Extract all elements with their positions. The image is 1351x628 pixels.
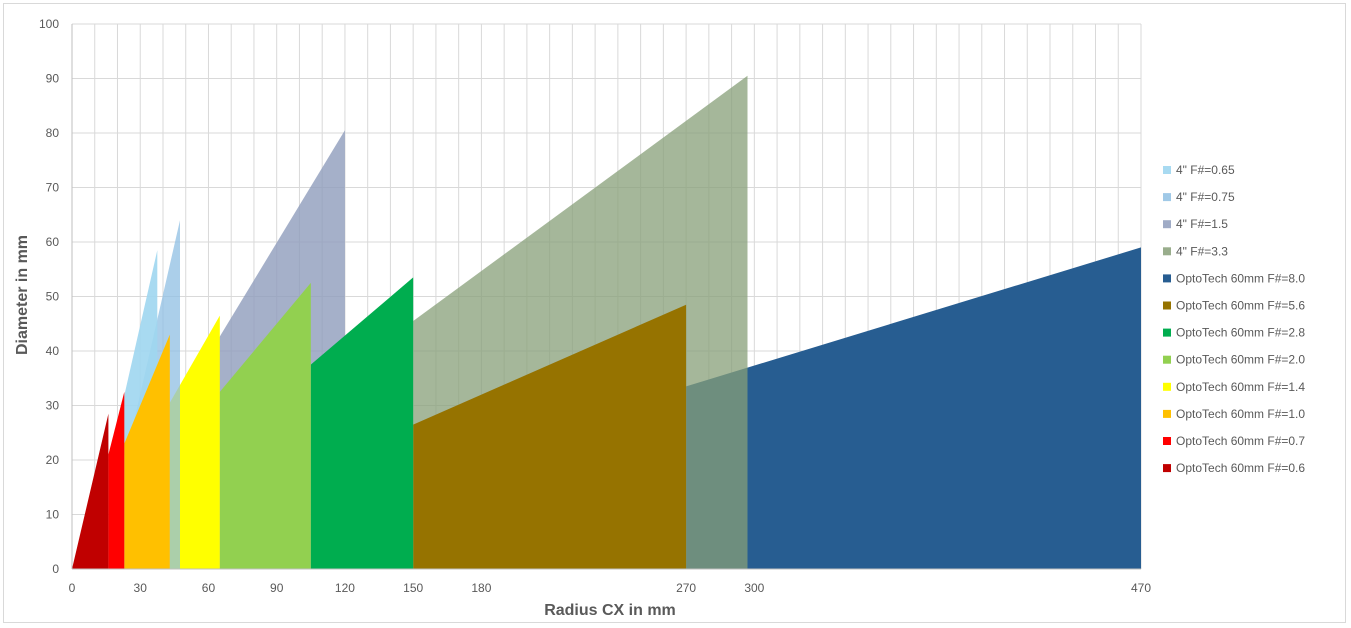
legend-label: OptoTech 60mm F#=0.6: [1176, 461, 1305, 475]
y-tick-label: 10: [46, 508, 60, 522]
legend-item: 4" F#=0.65: [1163, 163, 1235, 177]
x-tick-label: 60: [202, 581, 216, 595]
x-tick-label: 120: [335, 581, 355, 595]
x-axis-title: Radius CX in mm: [544, 602, 676, 619]
series-area: [686, 247, 1141, 569]
legend-item: OptoTech 60mm F#=2.8: [1163, 326, 1305, 340]
series-area: [310, 277, 414, 569]
legend-swatch: [1163, 166, 1171, 174]
legend-swatch: [1163, 193, 1171, 202]
axis-layer: [71, 24, 1141, 570]
y-axis-title: Diameter in mm: [14, 235, 31, 355]
legend-swatch: [1163, 328, 1171, 337]
legend-label: OptoTech 60mm F#=1.4: [1176, 380, 1305, 394]
legend-label: 4" F#=0.65: [1176, 163, 1235, 177]
legend-swatch: [1163, 409, 1171, 418]
x-tick-label: 470: [1131, 581, 1151, 595]
legend-swatch: [1163, 301, 1171, 310]
series-area: [124, 334, 170, 569]
series-area: [413, 304, 687, 569]
x-tick-label: 0: [69, 581, 76, 595]
y-tick-label: 90: [46, 72, 60, 86]
series-area: [169, 315, 220, 569]
legend-label: 4" F#=1.5: [1176, 217, 1228, 231]
x-tick-label: 270: [676, 581, 696, 595]
legend-label: OptoTech 60mm F#=2.8: [1176, 326, 1305, 340]
legend-swatch: [1163, 355, 1171, 364]
tick-layer: 0 10 20 30 40 50 60 70 80 90 100 0 30 60 90 120 150 180 27…: [39, 17, 1151, 595]
y-tick-label: 0: [52, 562, 59, 576]
y-tick-label: 100: [39, 17, 59, 31]
y-tick-label: 40: [46, 344, 60, 358]
legend-swatch: [1163, 464, 1171, 473]
legend-label: OptoTech 60mm F#=1.0: [1176, 407, 1305, 421]
legend-item: 4" F#=1.5: [1163, 217, 1228, 231]
series-area: [108, 391, 125, 569]
y-tick-label: 20: [46, 453, 60, 467]
y-tick-label: 70: [46, 181, 60, 195]
legend-item: OptoTech 60mm F#=2.0: [1163, 353, 1305, 367]
legend-item: OptoTech 60mm F#=0.7: [1163, 434, 1305, 448]
legend-swatch: [1163, 274, 1171, 283]
legend-item: 4" F#=0.75: [1163, 190, 1235, 204]
legend-item: OptoTech 60mm F#=5.6: [1163, 299, 1305, 313]
legend-label: OptoTech 60mm F#=2.0: [1176, 353, 1305, 367]
x-tick-label: 180: [471, 581, 491, 595]
legend-swatch: [1163, 220, 1171, 229]
legend-item: OptoTech 60mm F#=0.6: [1163, 461, 1305, 475]
x-tick-label: 150: [403, 581, 423, 595]
series-layer: [72, 75, 1141, 570]
series-area: [72, 413, 109, 569]
legend-swatch: [1163, 247, 1171, 256]
y-tick-label: 50: [46, 290, 60, 304]
legend-item: OptoTech 60mm F#=1.4: [1163, 380, 1305, 394]
legend-item: 4" F#=3.3: [1163, 244, 1228, 258]
x-tick-label: 90: [270, 581, 284, 595]
legend-item: OptoTech 60mm F#=8.0: [1163, 271, 1305, 285]
y-tick-label: 30: [46, 399, 60, 413]
y-tick-label: 80: [46, 126, 60, 140]
x-tick-label: 300: [744, 581, 764, 595]
legend: 4" F#=0.65 4" F#=0.75 4" F#=1.5 4" F#=3.3 Op…: [1163, 163, 1305, 475]
series-area: [219, 282, 311, 569]
legend-label: OptoTech 60mm F#=8.0: [1176, 271, 1305, 285]
legend-item: OptoTech 60mm F#=1.0: [1163, 407, 1305, 421]
y-tick-label: 60: [46, 235, 60, 249]
legend-label: OptoTech 60mm F#=5.6: [1176, 299, 1305, 313]
legend-swatch: [1163, 382, 1171, 391]
x-tick-label: 30: [134, 581, 148, 595]
legend-label: 4" F#=3.3: [1176, 244, 1228, 258]
legend-label: 4" F#=0.75: [1176, 190, 1235, 204]
legend-swatch: [1163, 437, 1171, 445]
legend-label: OptoTech 60mm F#=0.7: [1176, 434, 1305, 448]
